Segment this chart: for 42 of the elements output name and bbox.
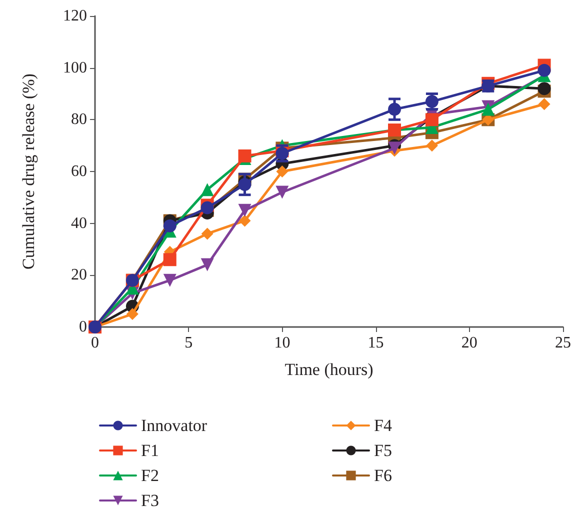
- legend-label: F5: [374, 441, 392, 460]
- point: [538, 64, 551, 77]
- point: [201, 228, 214, 240]
- x-tick-label: 25: [555, 334, 571, 352]
- y-tick-label: 100: [63, 59, 87, 76]
- y-tick-label: 40: [71, 214, 87, 232]
- y-tick-label: 0: [79, 318, 87, 336]
- legend-label: F2: [141, 466, 159, 485]
- x-tick-label: 10: [274, 334, 290, 352]
- point: [388, 142, 402, 155]
- x-axis-title: Time (hours): [284, 360, 374, 379]
- point: [276, 166, 288, 178]
- point: [238, 214, 251, 227]
- point: [238, 149, 252, 162]
- legend-label: Innovator: [141, 416, 208, 435]
- x-tick-label: 5: [184, 334, 193, 352]
- y-tick-label: 120: [63, 8, 87, 24]
- point: [163, 253, 176, 266]
- legend-label: F4: [374, 416, 392, 435]
- point: [126, 308, 138, 320]
- legend-label: F1: [141, 441, 159, 460]
- point: [482, 102, 495, 116]
- legend-label: F6: [374, 466, 392, 485]
- point: [538, 98, 550, 110]
- point: [163, 274, 176, 287]
- x-tick-label: 20: [461, 334, 478, 352]
- point: [276, 186, 289, 199]
- point: [425, 113, 438, 126]
- x-tick-label: 15: [368, 334, 384, 352]
- point: [426, 140, 438, 152]
- y-tick-label: 20: [71, 266, 87, 284]
- point: [163, 219, 176, 232]
- legend-label: F3: [141, 491, 159, 510]
- y-tick-label: 60: [71, 163, 87, 180]
- x-tick-label: 0: [91, 334, 99, 352]
- y-tick-label: 80: [71, 111, 87, 128]
- y-axis-title: Cumulative drug release (%): [19, 74, 38, 270]
- point: [238, 204, 252, 217]
- point: [200, 258, 214, 272]
- point: [538, 82, 551, 96]
- point: [200, 201, 214, 214]
- point: [200, 183, 214, 196]
